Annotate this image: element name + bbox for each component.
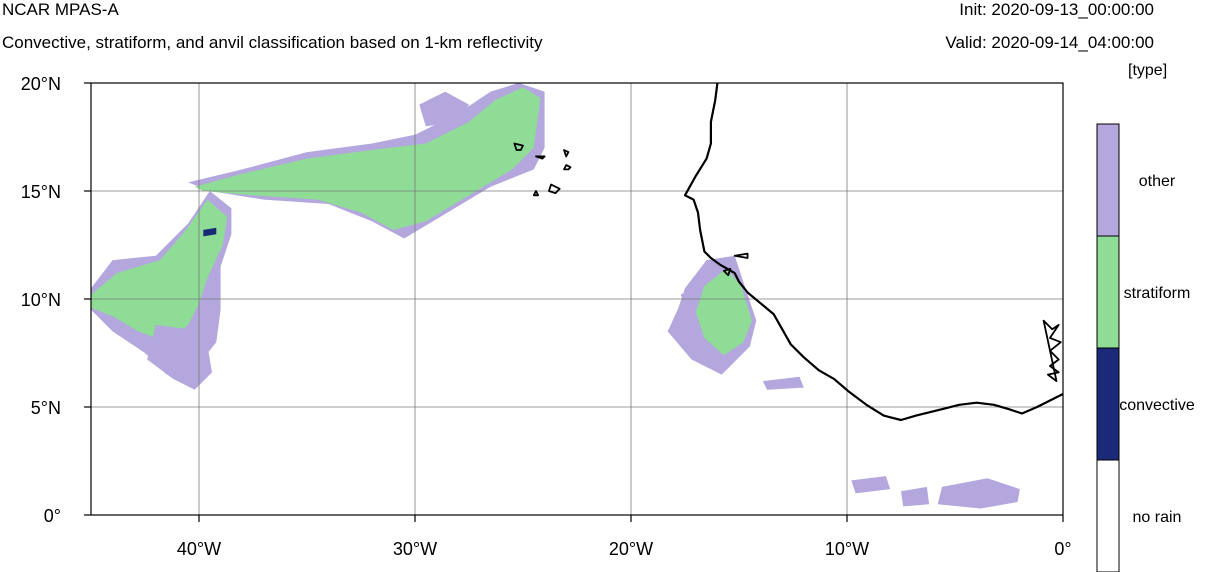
mid-ocean-specks-region (762, 376, 804, 390)
y-tick-label: 20°N (21, 74, 61, 94)
colorbar-swatch-other (1096, 123, 1120, 237)
island-outline (563, 149, 570, 158)
island-outline (723, 267, 732, 277)
small-cell-a-region (680, 288, 696, 306)
colorbar-swatch-convective (1096, 347, 1120, 461)
island-outline (532, 190, 539, 197)
plot-title: NCAR MPAS-A (2, 0, 119, 19)
equatorial-patch-a-region (937, 478, 1020, 509)
colorbar-label-stratiform: stratiform (1124, 285, 1191, 302)
upper-central-patch-other-region (419, 91, 469, 127)
island-outline (535, 155, 546, 160)
y-tick-label: 5°N (31, 398, 61, 418)
africa-coastline (683, 83, 1063, 422)
x-tick-label: 30°W (393, 539, 437, 559)
island-outline (548, 183, 561, 195)
x-tick-label: 0° (1054, 539, 1071, 559)
x-tick-label: 40°W (177, 539, 221, 559)
african-coast-cluster-stratiform-region (695, 268, 752, 356)
island-outline (733, 252, 749, 259)
precip-classification-layer (91, 83, 1020, 509)
equatorial-patch-c-region (901, 486, 930, 507)
colorbar-units: [type] (1128, 62, 1168, 79)
equatorial-patch-b-region (851, 476, 891, 494)
west-lower-lobe-other-region (147, 324, 212, 390)
x-tick-label: 20°W (609, 539, 653, 559)
colorbar: other stratiform convective no rain (1096, 123, 1195, 572)
x-tick-label: 10°W (825, 539, 869, 559)
y-tick-label: 10°N (21, 290, 61, 310)
convective-cells-region (203, 227, 217, 237)
plot-subtitle: Convective, stratiform, and anvil classi… (2, 33, 543, 52)
colorbar-swatch-no-rain (1096, 459, 1120, 572)
init-time: Init: 2020-09-13_00:00:00 (959, 0, 1154, 19)
y-tick-label: 15°N (21, 182, 61, 202)
axis-ticks: 40°W 30°W 20°W 10°W 0° 20°N 15°N 10°N 5°N 0° (21, 74, 1072, 559)
colorbar-label-other: other (1139, 173, 1176, 190)
western-band-stratiform-region (91, 199, 228, 343)
colorbar-label-no-rain: no rain (1133, 509, 1182, 526)
valid-time: Valid: 2020-09-14_04:00:00 (945, 33, 1154, 52)
coastline-layer (513, 83, 1063, 422)
colorbar-label-convective: convective (1119, 397, 1195, 414)
central-band-stratiform-region (194, 87, 541, 230)
map-gridlines (91, 83, 1063, 515)
colorbar-swatch-stratiform (1096, 235, 1120, 349)
y-tick-label: 0° (44, 506, 61, 526)
island-outline (1042, 319, 1062, 383)
island-outline (513, 142, 524, 151)
island-outline (563, 164, 572, 171)
map-panel: 40°W 30°W 20°W 10°W 0° 20°N 15°N 10°N 5°N 0° (21, 74, 1072, 559)
